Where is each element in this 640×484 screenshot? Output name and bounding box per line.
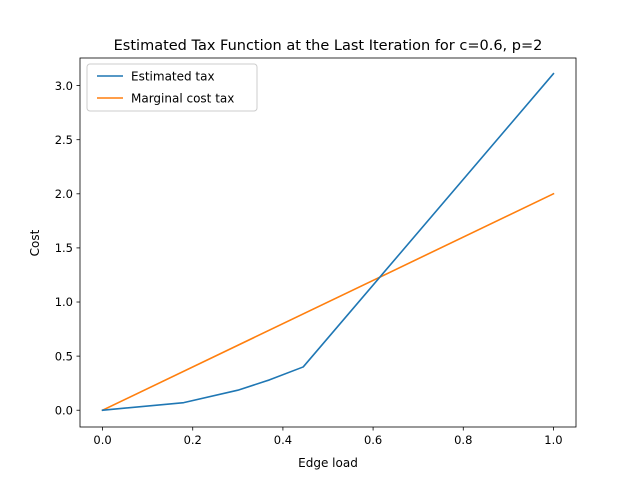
y-axis-label: Cost [28, 229, 42, 256]
y-tick-label: 3.0 [55, 79, 73, 93]
x-tick-label: 0.8 [454, 433, 472, 447]
x-tick-label: 0.4 [274, 433, 292, 447]
axis-ticks: 0.0 0.2 0.4 0.6 0.8 1.0 0.0 0.5 1.0 1.5 2.0 2.5 3.0 [55, 79, 563, 447]
x-tick-label: 1.0 [544, 433, 562, 447]
chart-title: Estimated Tax Function at the Last Itera… [114, 38, 543, 54]
y-tick-label: 2.0 [55, 187, 73, 201]
series-line-marginal-cost-tax [101, 192, 555, 412]
x-tick-label: 0.0 [93, 433, 111, 447]
legend: Estimated tax Marginal cost tax [86, 63, 258, 112]
y-tick-label: 1.5 [55, 241, 73, 255]
x-tick-label: 0.2 [184, 433, 202, 447]
y-tick-label: 2.5 [55, 133, 73, 147]
series-layer [101, 72, 555, 412]
legend-label-estimated-tax: Estimated tax [131, 70, 215, 84]
axes-frame [79, 57, 577, 428]
y-tick-label: 0.5 [55, 349, 73, 363]
legend-box [86, 63, 258, 112]
x-tick-label: 0.6 [364, 433, 382, 447]
x-axis-label: Edge load [298, 456, 358, 470]
y-tick-label: 1.0 [55, 295, 73, 309]
y-tick-label: 0.0 [55, 403, 73, 417]
legend-label-marginal-cost-tax: Marginal cost tax [131, 92, 234, 106]
series-line-estimated-tax [101, 72, 555, 412]
plot-area [79, 57, 577, 428]
